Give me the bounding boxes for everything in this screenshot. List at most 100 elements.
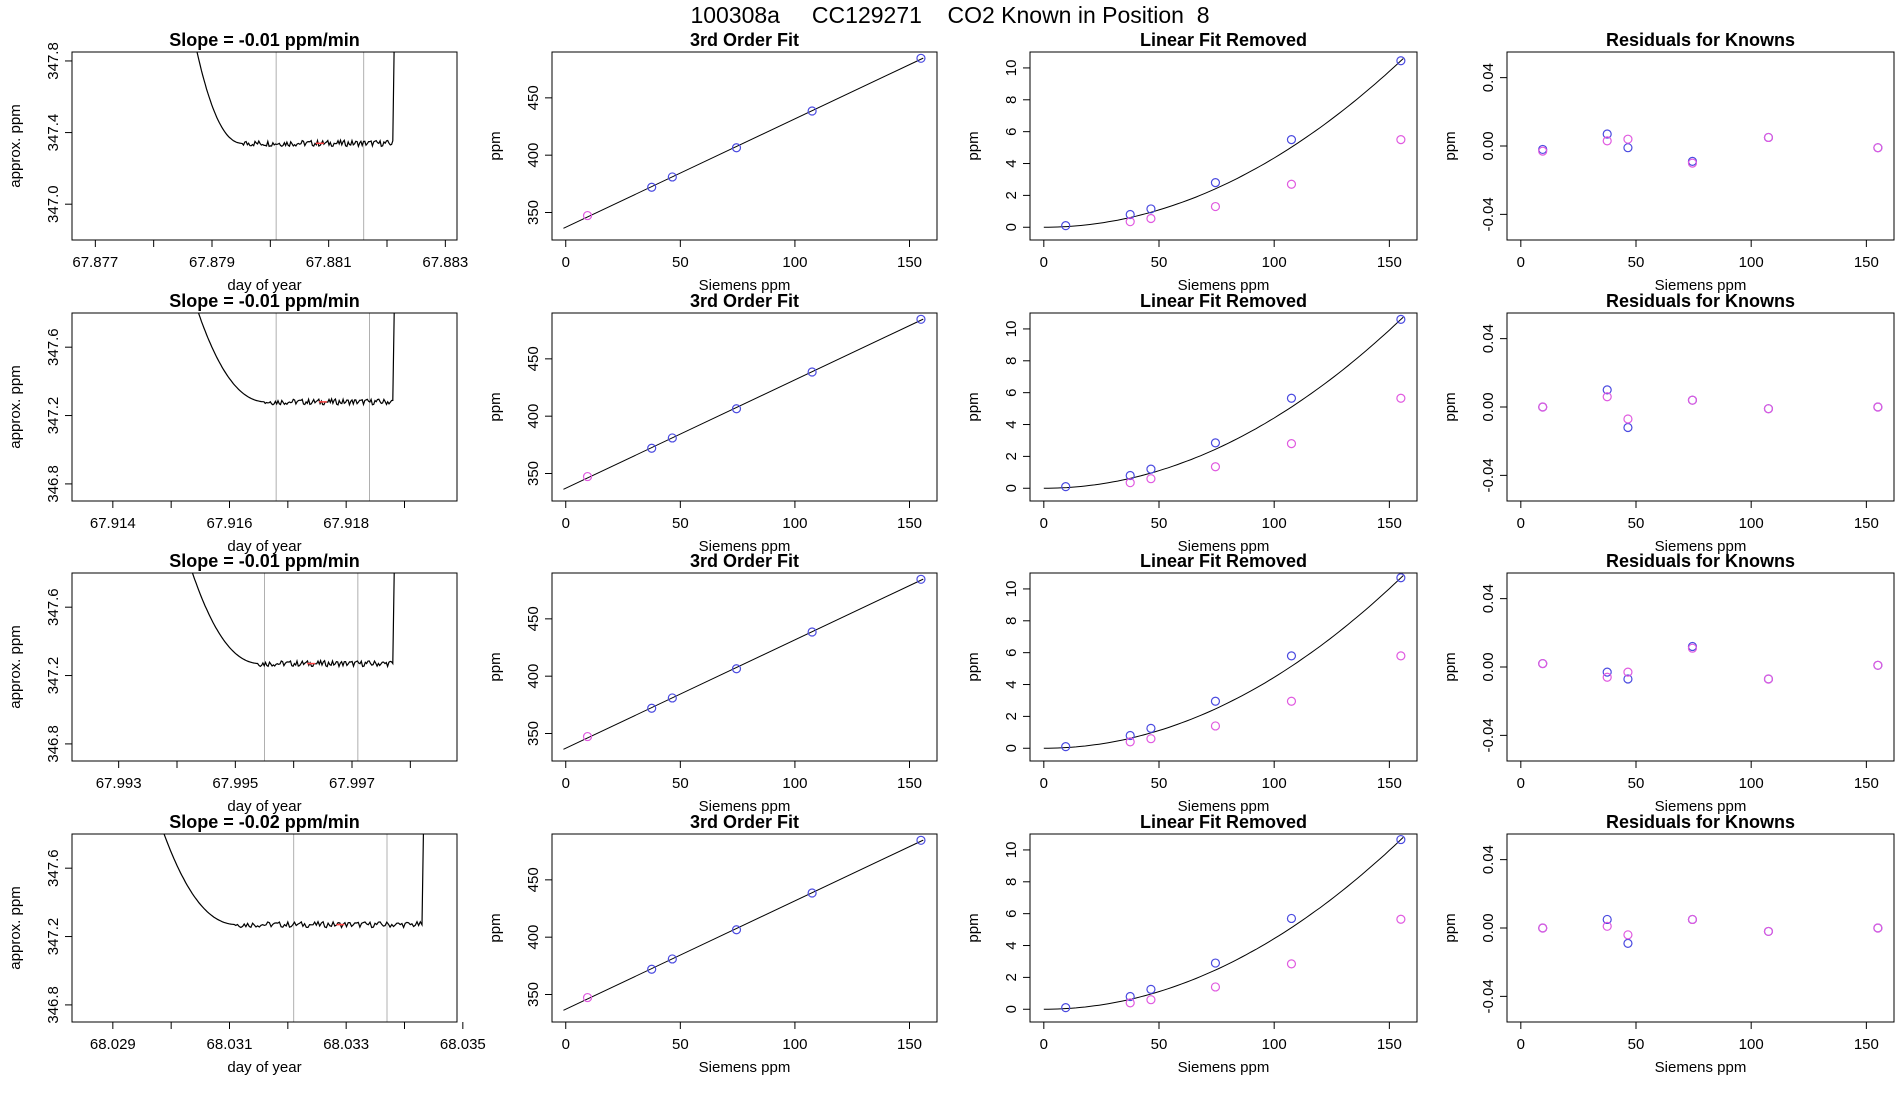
x-tick-label: 150: [897, 515, 922, 532]
fit-line: [563, 57, 924, 229]
x-tick-label: 0: [562, 775, 570, 792]
data-point: [1146, 464, 1156, 474]
panel-title: 3rd Order Fit: [690, 812, 799, 832]
data-point: [1602, 667, 1612, 677]
x-tick-label: 150: [1377, 254, 1402, 271]
data-point: [1763, 926, 1774, 937]
fit-curve: [1043, 316, 1404, 489]
y-tick-label: 347.4: [45, 114, 62, 152]
x-axis-label: day of year: [227, 538, 301, 555]
data-point: [1396, 834, 1406, 845]
x-tick-label: 100: [1739, 775, 1764, 792]
plot-frame: [71, 312, 458, 502]
data-point: [647, 964, 657, 974]
y-axis-label: ppm: [487, 392, 504, 421]
x-tick-label: 50: [1628, 1036, 1645, 1053]
data-point: [667, 172, 677, 182]
plot-area: [563, 314, 926, 490]
panel-r2-c2: 3rd Order Fit Siemens ppm ppm 0 50 100 150 350 4…: [487, 291, 938, 555]
y-axis-label: approx. ppm: [7, 104, 24, 187]
x-tick-label: 100: [782, 1036, 807, 1053]
x-axis-label: Siemens ppm: [1655, 538, 1747, 555]
y-axis-label: ppm: [487, 131, 504, 160]
y-axis-label: approx. ppm: [7, 365, 24, 448]
data-point: [1396, 651, 1406, 661]
panel-r1-c1: Slope = -0.01 ppm/min day of year approx. …: [7, 30, 468, 294]
plot-frame: [551, 312, 938, 502]
y-tick-label: 0.00: [1480, 652, 1497, 681]
y-tick-label: 8: [1003, 878, 1020, 886]
x-tick-label: 50: [672, 254, 689, 271]
data-point: [1538, 402, 1548, 412]
x-axis-label: Siemens ppm: [1178, 798, 1270, 815]
data-point: [1210, 201, 1221, 212]
y-axis-label: ppm: [1442, 392, 1459, 421]
data-point: [582, 210, 593, 221]
data-point: [807, 888, 817, 898]
x-tick-label: 0: [1517, 515, 1525, 532]
x-tick-label: 150: [1377, 515, 1402, 532]
data-point: [1538, 146, 1548, 156]
x-tick-label: 100: [782, 775, 807, 792]
data-point: [1602, 921, 1612, 931]
y-tick-label: 347.2: [45, 397, 62, 435]
panel-r3-c1: Slope = -0.01 ppm/min day of year approx. …: [7, 551, 458, 815]
plot-frame: [1029, 572, 1418, 762]
data-point: [1623, 667, 1633, 677]
panel-title: Slope = -0.01 ppm/min: [169, 30, 360, 50]
y-tick-label: 0.04: [1480, 63, 1497, 92]
y-tick-label: 346.8: [45, 725, 62, 763]
data-point: [1125, 209, 1135, 220]
data-point: [667, 693, 677, 703]
y-axis-label: approx. ppm: [7, 886, 24, 969]
y-tick-label: 400: [525, 404, 542, 429]
x-tick-label: 68.035: [440, 1036, 486, 1053]
plot-frame: [1506, 572, 1895, 762]
y-tick-label: 450: [525, 85, 542, 110]
data-point: [1623, 938, 1633, 948]
data-point: [1763, 674, 1774, 684]
data-point: [1210, 438, 1221, 448]
x-tick-label: 67.997: [329, 775, 375, 792]
y-axis-label: ppm: [965, 913, 982, 942]
data-point: [1623, 414, 1633, 424]
x-axis-label: Siemens ppm: [699, 1059, 791, 1076]
y-axis-label: ppm: [1442, 131, 1459, 160]
data-point: [1146, 204, 1156, 214]
panel-r3-c4: Residuals for Knowns Siemens ppm ppm 0 50 100…: [1442, 551, 1895, 815]
x-tick-label: 150: [897, 254, 922, 271]
y-axis-label: ppm: [487, 652, 504, 681]
plot-area: [197, 313, 395, 501]
y-tick-label: -0.04: [1480, 197, 1497, 231]
x-tick-label: 150: [1377, 1036, 1402, 1053]
x-tick-label: 100: [1262, 775, 1287, 792]
data-point: [1125, 737, 1135, 747]
data-point: [1396, 393, 1406, 403]
data-point: [1538, 923, 1548, 933]
panel-title: Slope = -0.02 ppm/min: [169, 812, 360, 832]
x-tick-label: 67.877: [72, 254, 118, 271]
data-point: [1602, 392, 1612, 402]
x-tick-label: 50: [1628, 515, 1645, 532]
data-point: [1286, 651, 1297, 661]
data-point: [1210, 178, 1221, 188]
plot-area: [563, 835, 926, 1011]
plot-area: [1538, 385, 1883, 433]
data-point: [647, 443, 657, 453]
y-tick-label: 450: [525, 606, 542, 631]
plot-area: [563, 53, 926, 229]
y-tick-label: 4: [1003, 680, 1020, 688]
data-point: [1146, 474, 1156, 484]
panel-title: Residuals for Knowns: [1606, 291, 1795, 311]
x-tick-label: 0: [562, 1036, 570, 1053]
data-point: [1061, 482, 1071, 492]
y-axis-label: ppm: [965, 392, 982, 421]
x-axis-label: Siemens ppm: [1178, 277, 1270, 294]
y-tick-label: 0.04: [1480, 584, 1497, 613]
x-tick-label: 50: [1628, 254, 1645, 271]
x-tick-label: 68.033: [323, 1036, 369, 1053]
y-tick-label: 0.00: [1480, 131, 1497, 160]
data-point: [1146, 723, 1156, 733]
y-tick-label: 350: [525, 200, 542, 225]
